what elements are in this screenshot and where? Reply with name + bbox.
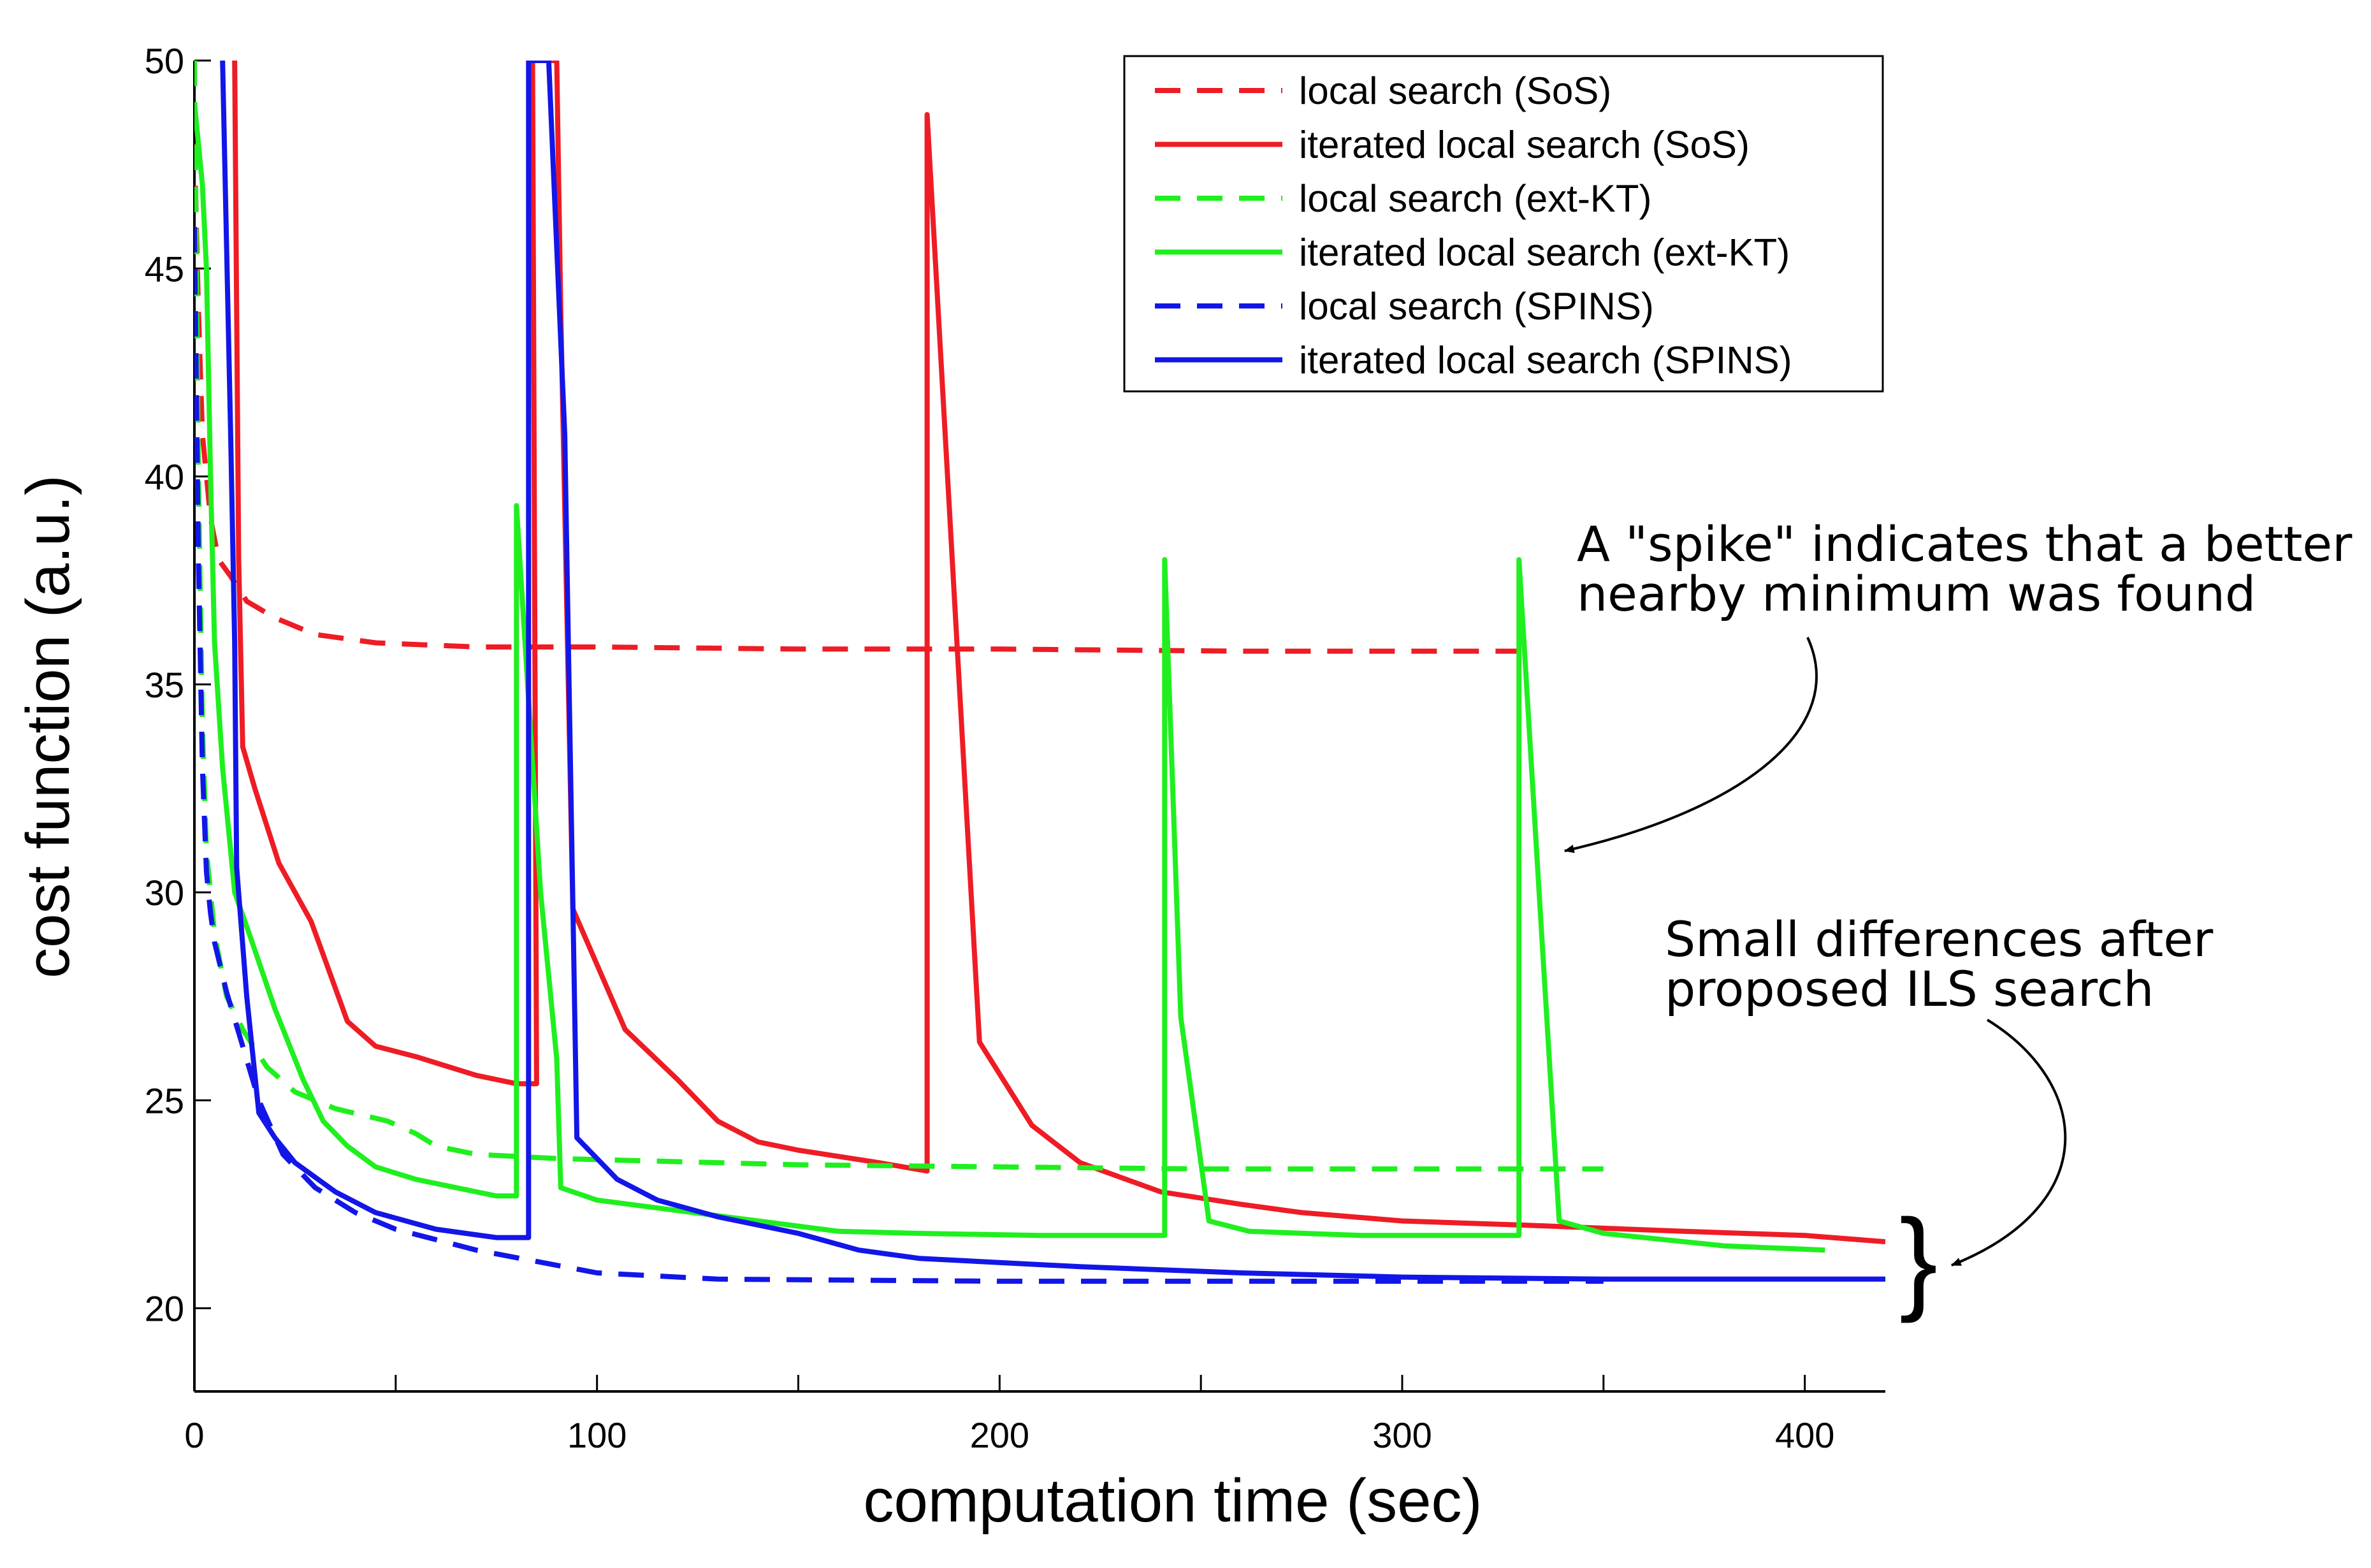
spike-annotation-text: A "spike" indicates that a better nearby… [1577, 516, 2368, 622]
x-tick-label: 300 [1372, 1415, 1432, 1455]
y-tick-label: 20 [145, 1289, 184, 1329]
legend-label: local search (ext-KT) [1299, 177, 1651, 220]
ils-annotation-arrow [1950, 1019, 2067, 1267]
series-layer [194, 61, 1885, 1284]
annotations: A "spike" indicates that a better nearby… [1563, 516, 2368, 1324]
x-tick-label: 200 [970, 1415, 1029, 1455]
x-tick-label: 400 [1775, 1415, 1834, 1455]
legend-box [1123, 55, 1884, 393]
y-tick-label: 30 [145, 873, 184, 913]
series-line-2 [232, 61, 1885, 1245]
curly-brace: } [1899, 1196, 1938, 1324]
legend-label: local search (SPINS) [1299, 285, 1654, 328]
x-tick-label: 0 [184, 1415, 204, 1455]
y-tick-label: 50 [145, 41, 184, 81]
x-axis-title: computation time (sec) [863, 1467, 1482, 1535]
y-tick-label: 45 [145, 249, 184, 289]
x-tick-label: 100 [567, 1415, 627, 1455]
legend-label: iterated local search (ext-KT) [1299, 231, 1790, 274]
y-tick-label: 35 [145, 665, 184, 705]
series-line-4 [194, 101, 1825, 1253]
legend-label: iterated local search (SoS) [1299, 124, 1750, 166]
axis-ticks: 0 100 200 300 400 20 25 30 35 40 45 50 [145, 41, 1835, 1455]
series-line-1 [194, 143, 1523, 654]
legend-label: iterated local search (SPINS) [1299, 339, 1792, 382]
spike-annotation-line-1: A "spike" indicates that a better [1577, 516, 2353, 572]
legend-label: local search (SoS) [1299, 69, 1611, 112]
ils-annotation-line-2: proposed ILS search [1665, 961, 2154, 1017]
ils-annotation-line-1: Small differences after [1665, 911, 2214, 968]
spike-annotation-line-2: nearby minimum was found [1577, 565, 2256, 622]
y-tick-label: 25 [145, 1080, 184, 1121]
legend: local search (SoS) iterated local search … [1123, 55, 1884, 393]
y-tick-label: 40 [145, 457, 184, 497]
series-line-5 [194, 226, 1604, 1284]
series-line-6 [220, 61, 1885, 1282]
y-axis-title: cost function (a.u.) [14, 475, 82, 978]
spike-annotation-arrow [1563, 637, 1818, 853]
ils-annotation-text: Small differences after proposed ILS sea… [1665, 911, 2228, 1017]
